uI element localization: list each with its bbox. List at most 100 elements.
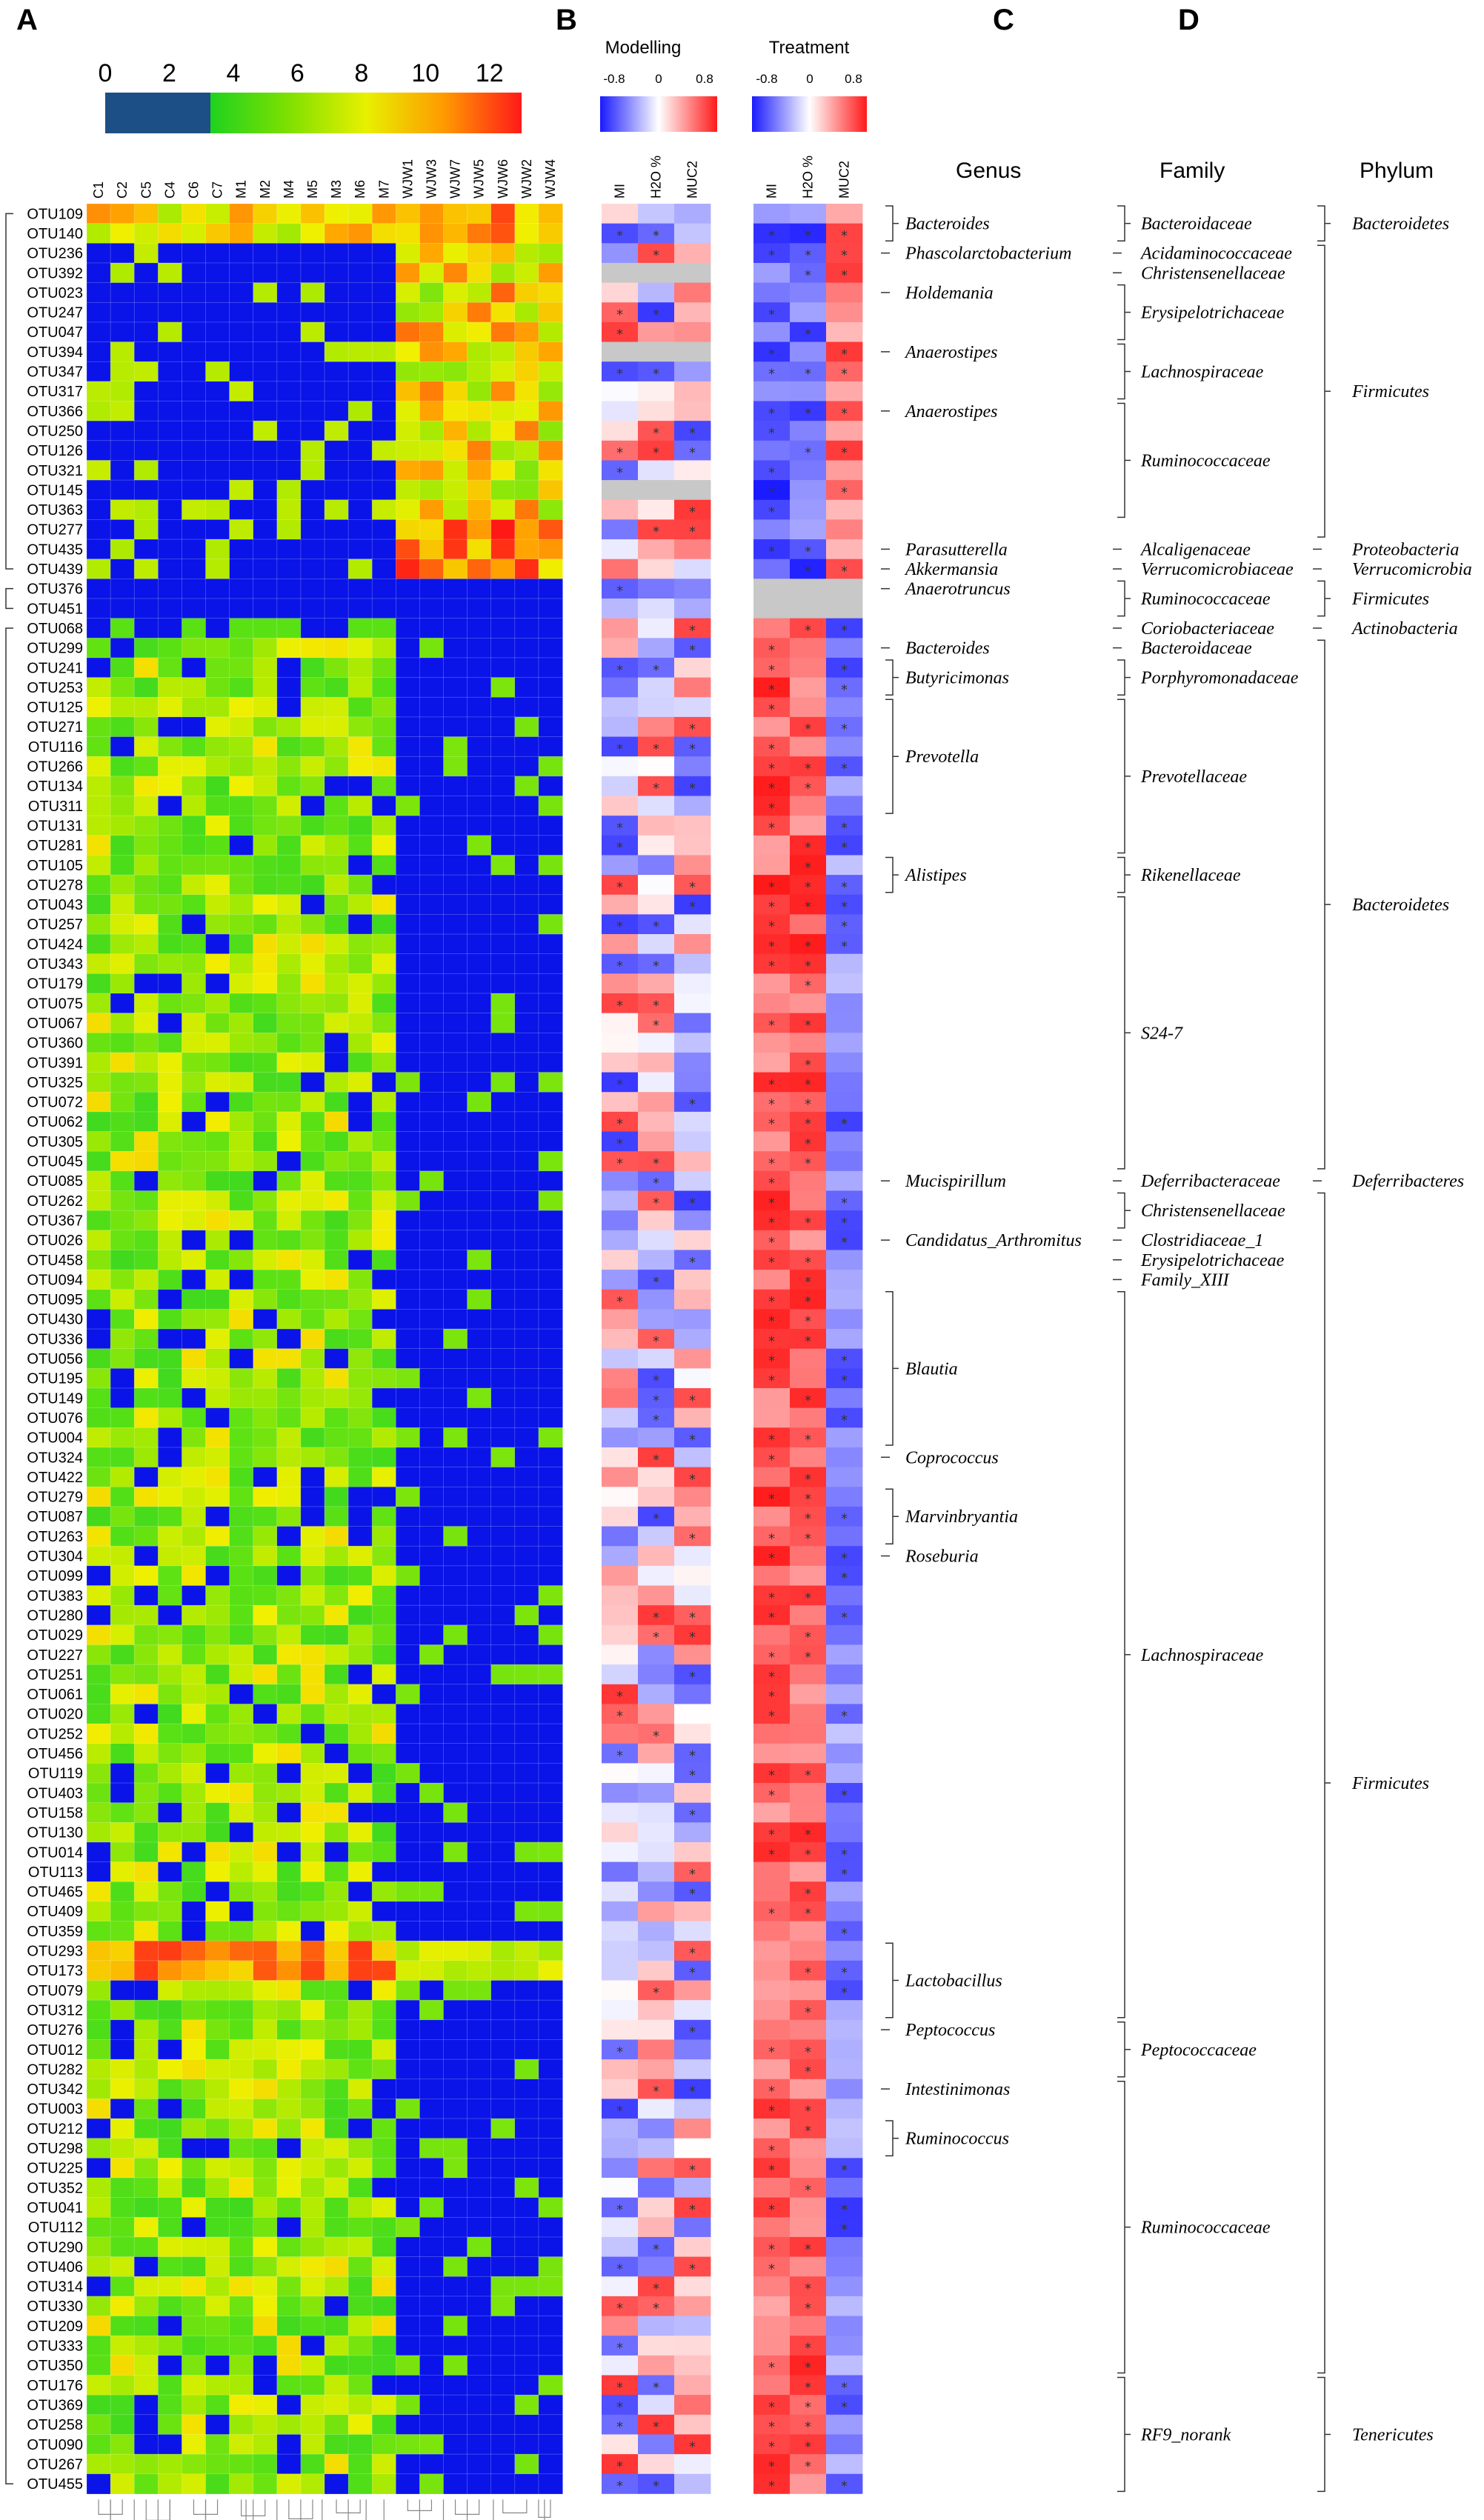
correlation-cell bbox=[753, 835, 791, 856]
heatmap-cell bbox=[158, 2276, 183, 2297]
correlation-cell bbox=[753, 519, 791, 540]
heatmap-cell bbox=[110, 1723, 136, 1744]
heatmap-cell bbox=[395, 301, 421, 323]
correlation-cell bbox=[602, 736, 639, 757]
correlation-cell bbox=[674, 1388, 711, 1409]
correlation-cell bbox=[674, 223, 711, 244]
correlation-cell bbox=[826, 2375, 863, 2396]
significance-star: * bbox=[689, 1807, 696, 1823]
heatmap-cell bbox=[182, 539, 207, 560]
heatmap-cell bbox=[110, 1111, 136, 1133]
heatmap-cell bbox=[514, 973, 539, 994]
heatmap-cell bbox=[538, 2236, 563, 2258]
heatmap-cell bbox=[300, 598, 325, 619]
heatmap-cell bbox=[300, 1328, 325, 1350]
heatmap-cell bbox=[205, 2453, 230, 2475]
heatmap-cell bbox=[229, 1999, 254, 2021]
correlation-cell bbox=[638, 1052, 675, 1073]
heatmap-cell bbox=[395, 855, 421, 876]
heatmap-cell bbox=[395, 598, 421, 619]
heatmap-cell bbox=[182, 1447, 207, 1468]
otu-labels: OTU109OTU140OTU236OTU392OTU023OTU247OTU0… bbox=[27, 206, 83, 2493]
heatmap-cell bbox=[300, 953, 325, 975]
correlation-cell bbox=[602, 796, 639, 816]
heatmap-cell bbox=[347, 1545, 373, 1567]
heatmap-cell bbox=[419, 2236, 445, 2258]
heatmap-cell bbox=[205, 796, 230, 817]
significance-star: * bbox=[841, 1965, 848, 1981]
heatmap-cell bbox=[467, 559, 492, 580]
heatmap-cell bbox=[347, 2158, 373, 2179]
sample-label: C7 bbox=[210, 181, 225, 199]
heatmap-cell bbox=[205, 1921, 230, 1942]
correlation-cell bbox=[753, 1565, 791, 1586]
heatmap-cell bbox=[514, 2118, 539, 2139]
heatmap-cell bbox=[110, 796, 136, 817]
heatmap-cell bbox=[276, 1763, 302, 1784]
heatmap-cell bbox=[276, 618, 302, 639]
heatmap-cell bbox=[514, 1980, 539, 2001]
significance-star: * bbox=[768, 919, 775, 935]
correlation-cell bbox=[790, 736, 827, 757]
heatmap-cell bbox=[110, 716, 136, 738]
heatmap-cell bbox=[253, 1901, 278, 1922]
heatmap-cell bbox=[158, 460, 183, 481]
heatmap-cell bbox=[538, 460, 563, 481]
heatmap-cell bbox=[300, 855, 325, 876]
correlation-cell bbox=[602, 243, 639, 264]
heatmap-cell bbox=[347, 1921, 373, 1942]
heatmap-cell bbox=[371, 479, 397, 501]
correlation-cell bbox=[826, 480, 863, 501]
heatmap-cell bbox=[371, 1782, 397, 1804]
heatmap-cell bbox=[182, 1921, 207, 1942]
correlation-cell bbox=[602, 1190, 639, 1211]
significance-star: * bbox=[805, 2341, 811, 2356]
significance-star: * bbox=[689, 2261, 696, 2277]
heatmap-cell bbox=[395, 1447, 421, 1468]
heatmap-cell bbox=[443, 1348, 468, 1370]
heatmap-cell bbox=[347, 321, 373, 343]
significance-star: * bbox=[768, 1768, 775, 1784]
heatmap-cell bbox=[229, 1150, 254, 1172]
correlation-cell bbox=[674, 1072, 711, 1093]
correlation-cell bbox=[753, 2000, 791, 2021]
correlation-cell bbox=[638, 2197, 675, 2218]
heatmap-cell bbox=[229, 440, 254, 461]
heatmap-cell bbox=[324, 2394, 350, 2416]
heatmap-cell bbox=[158, 1763, 183, 1784]
heatmap-cell bbox=[467, 1230, 492, 1251]
significance-star: * bbox=[805, 899, 811, 915]
heatmap-cell bbox=[419, 460, 445, 481]
heatmap-cell bbox=[347, 1861, 373, 1883]
heatmap-cell bbox=[443, 874, 468, 896]
heatmap-cell bbox=[276, 894, 302, 916]
correlation-cell bbox=[638, 480, 675, 501]
correlation-cell bbox=[753, 302, 791, 323]
heatmap-cell bbox=[490, 1368, 516, 1389]
correlation-cell bbox=[790, 282, 827, 303]
heatmap-cell bbox=[395, 1033, 421, 1053]
significance-star: * bbox=[653, 1413, 659, 1428]
heatmap-cell bbox=[253, 301, 278, 323]
heatmap-cell bbox=[182, 301, 207, 323]
heatmap-cell bbox=[371, 223, 397, 244]
heatmap-cell bbox=[158, 2138, 183, 2159]
correlation-cell bbox=[790, 1190, 827, 1211]
significance-star: * bbox=[616, 1136, 623, 1152]
heatmap-cell bbox=[182, 499, 207, 521]
correlation-cell bbox=[602, 2454, 639, 2475]
correlation-cell bbox=[826, 2099, 863, 2119]
correlation-cell bbox=[790, 993, 827, 1014]
heatmap-cell bbox=[253, 1743, 278, 1764]
significance-star: * bbox=[689, 879, 696, 895]
correlation-cell bbox=[753, 677, 791, 698]
correlation-cell bbox=[790, 934, 827, 955]
heatmap-cell bbox=[395, 282, 421, 304]
significance-star: * bbox=[689, 1887, 696, 1902]
heatmap-cell bbox=[229, 1230, 254, 1251]
significance-star: * bbox=[768, 1433, 775, 1448]
correlation-cell bbox=[602, 1250, 639, 1270]
heatmap-cell bbox=[490, 1545, 516, 1567]
heatmap-cell bbox=[110, 2118, 136, 2139]
heatmap-cell bbox=[229, 2197, 254, 2219]
